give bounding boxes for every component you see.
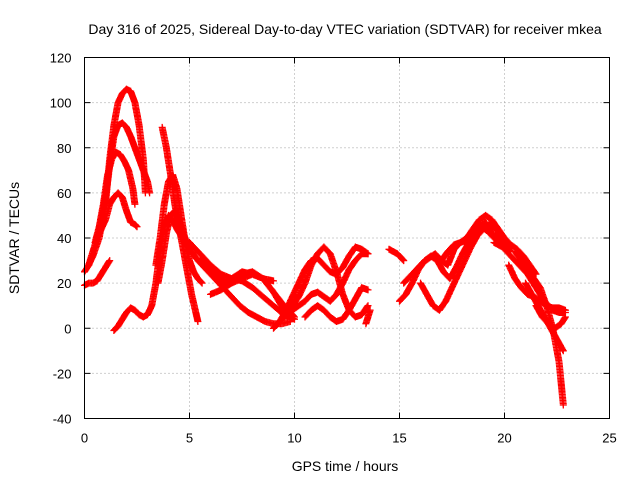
series-arc13 [217,268,277,289]
series-arc28 [532,302,569,332]
plus-markers [282,243,372,321]
y-tick-label: 80 [57,141,71,156]
plus-markers [81,85,149,276]
y-tick-label: 0 [64,321,71,336]
x-tick-label: 20 [497,431,511,446]
plus-markers [385,245,408,265]
series-arc1 [81,85,149,276]
data-points [81,85,569,409]
x-tick-label: 0 [81,431,88,446]
series-arc17 [301,284,372,325]
series-arc4 [93,189,141,242]
plot-frame [84,57,610,419]
series-arc16 [282,243,372,321]
x-tick-label: 10 [287,431,301,446]
y-tick-label: -20 [53,366,72,381]
x-axis-label: GPS time / hours [292,458,399,474]
y-tick-label: 120 [50,51,72,66]
y-tick-labels: -40 -20 0 20 40 60 80 100 120 [50,51,72,427]
x-tick-label: 5 [186,431,193,446]
plus-markers [217,268,277,289]
plus-markers [532,302,569,332]
series-arc22 [417,221,513,314]
chart-title: Day 316 of 2025, Sidereal Day-to-day VTE… [88,21,601,37]
plus-markers [93,189,141,242]
y-tick-label: 40 [57,231,71,246]
plus-markers [362,306,374,328]
y-tick-label: 20 [57,276,71,291]
series-arc19 [385,245,408,265]
x-tick-label: 25 [602,431,616,446]
y-tick-label: -40 [53,412,72,427]
y-tick-label: 60 [57,186,71,201]
x-tick-labels: 0 5 10 15 20 25 [81,431,617,446]
series-arc23 [438,211,540,278]
series-arc18 [362,306,374,328]
y-tick-label: 100 [50,96,72,111]
plus-markers [438,211,540,278]
x-tick-label: 15 [392,431,406,446]
y-axis-label: SDTVAR / TECUs [6,182,22,294]
plus-markers [417,221,513,314]
plus-markers [301,284,372,325]
